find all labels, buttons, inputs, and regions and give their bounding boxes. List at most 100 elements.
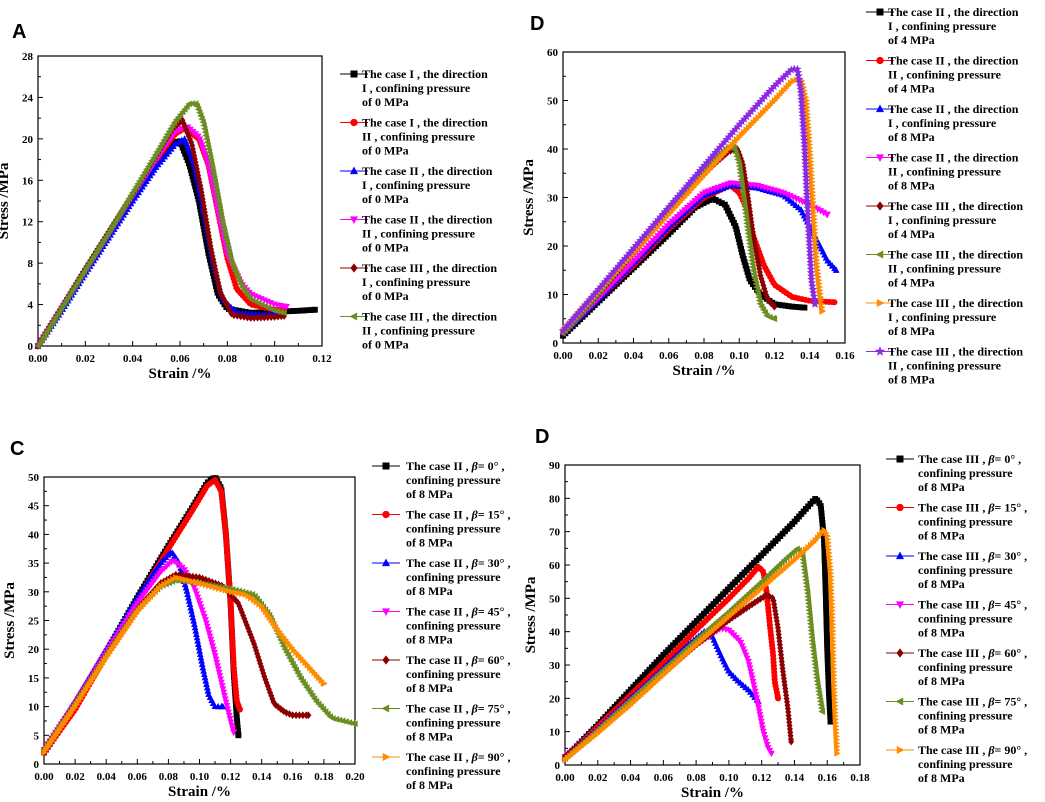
y-axis-label: Stress /MPa: [0, 162, 12, 239]
legend-text: II , confining pressure: [362, 227, 476, 241]
legend-marker: [874, 346, 886, 356]
x-tick-label: 0.08: [218, 353, 238, 365]
legend-text: of 8 MPa: [918, 529, 965, 543]
legend-marker: [381, 558, 391, 567]
data-point: [740, 646, 747, 653]
y-tick-label: 5: [34, 730, 40, 742]
legend-text: I , confining pressure: [888, 213, 997, 227]
data-point: [768, 750, 775, 758]
data-point: [232, 589, 239, 596]
x-tick-label: 0.04: [123, 353, 143, 365]
legend-text-beta: β: [471, 459, 479, 473]
legend-text-beta: β: [987, 695, 995, 709]
data-point: [775, 695, 782, 702]
legend-text: confining pressure: [406, 764, 501, 778]
legend-marker: [381, 704, 390, 713]
x-tick-label: 0.02: [65, 771, 85, 783]
panel-label: C: [10, 438, 24, 460]
legend-text: The case III , the direction: [888, 248, 1023, 262]
legend-text: confining pressure: [406, 716, 501, 730]
x-tick-label: 0.12: [752, 772, 772, 784]
x-tick-label: 0.08: [694, 350, 714, 362]
legend-marker: [876, 56, 884, 65]
y-tick-label: 70: [549, 527, 561, 539]
data-point: [199, 146, 207, 153]
y-axis-label: Stress /MPa: [2, 582, 18, 659]
data-point: [221, 696, 229, 703]
data-point: [831, 299, 838, 306]
data-point: [761, 735, 769, 742]
legend-entry-2: The case II , β= 15° ,confining pressure…: [372, 508, 510, 550]
legend-text: of 0 MPa: [362, 289, 409, 303]
legend-text: confining pressure: [918, 563, 1013, 577]
data-point: [195, 597, 203, 605]
data-point: [305, 711, 312, 720]
legend-marker: [896, 455, 904, 463]
chart-panel-1: A 0.00 0.02 0.04 0.06 0.08 0.10 0.12 0 4 8 12 16 20 24…: [0, 21, 497, 382]
data-point: [192, 578, 200, 586]
legend-text-case: The case II ,: [406, 508, 472, 522]
legend-marker: [875, 104, 885, 113]
legend-text-angle: = 0°: [995, 452, 1016, 466]
y-tick-label: 8: [28, 258, 34, 270]
data-point: [218, 683, 226, 690]
data-point: [220, 689, 228, 697]
data-point: [192, 588, 199, 595]
data-point: [222, 586, 229, 594]
legend-text: of 8 MPa: [918, 723, 965, 737]
data-point: [759, 725, 766, 732]
y-tick-label: 20: [549, 693, 561, 705]
data-point: [214, 666, 222, 673]
data-point: [201, 613, 208, 621]
legend-marker: [876, 201, 884, 211]
legend-text: The case III , β= 45° ,: [918, 598, 1027, 612]
legend-marker: [875, 250, 884, 259]
data-point: [818, 708, 825, 716]
legend-text: The case II , the direction: [362, 164, 493, 178]
legend-entry-2: The case III , β= 15° ,confining pressur…: [886, 501, 1027, 543]
legend-text-comma: ,: [504, 605, 510, 619]
legend-marker: [896, 745, 905, 755]
data-point: [225, 587, 233, 595]
data-point: [202, 581, 210, 589]
data-point: [751, 688, 759, 696]
data-point: [229, 588, 236, 596]
x-tick-label: 0.02: [588, 772, 608, 784]
legend-text-comma: ,: [504, 508, 510, 522]
legend-text-case: The case II ,: [406, 605, 472, 619]
legend-text: confining pressure: [918, 660, 1013, 674]
y-tick-label: 30: [547, 193, 559, 205]
series-line: [43, 559, 235, 750]
x-tick-label: 0.04: [624, 350, 644, 362]
y-tick-label: 0: [34, 759, 40, 771]
x-tick-label: 0.14: [785, 772, 805, 784]
chart-panel-2: D 0.00 0.02 0.04 0.06 0.08 0.10 0.12 0.14 0.16 0 10…: [521, 5, 1023, 387]
data-point: [832, 266, 840, 273]
legend-text: of 8 MPa: [406, 633, 453, 647]
legend-text: of 8 MPa: [888, 179, 935, 193]
legend-text-case: The case II ,: [406, 556, 472, 570]
legend-marker: [382, 752, 391, 762]
legend-text: The case III , the direction: [888, 345, 1023, 359]
data-point: [173, 574, 180, 581]
data-point: [741, 649, 749, 656]
y-tick-label: 15: [28, 673, 40, 685]
y-tick-label: 0: [555, 760, 561, 772]
y-tick-label: 20: [22, 134, 34, 146]
legend-marker: [349, 312, 358, 321]
x-tick-label: 0.14: [252, 771, 272, 783]
legend-text: The case II , β= 30° ,: [406, 556, 510, 570]
data-point: [753, 695, 761, 702]
x-axis-label: Strain /%: [168, 784, 231, 800]
legend-text: confining pressure: [918, 757, 1013, 771]
data-point: [211, 653, 219, 660]
legend-text-angle: = 90°: [478, 750, 505, 764]
y-tick-label: 4: [28, 300, 34, 312]
y-tick-label: 20: [28, 644, 40, 656]
legend-text: The case II , β= 75° ,: [406, 702, 510, 716]
data-point: [742, 652, 750, 660]
legend-text-angle: = 45°: [995, 598, 1022, 612]
